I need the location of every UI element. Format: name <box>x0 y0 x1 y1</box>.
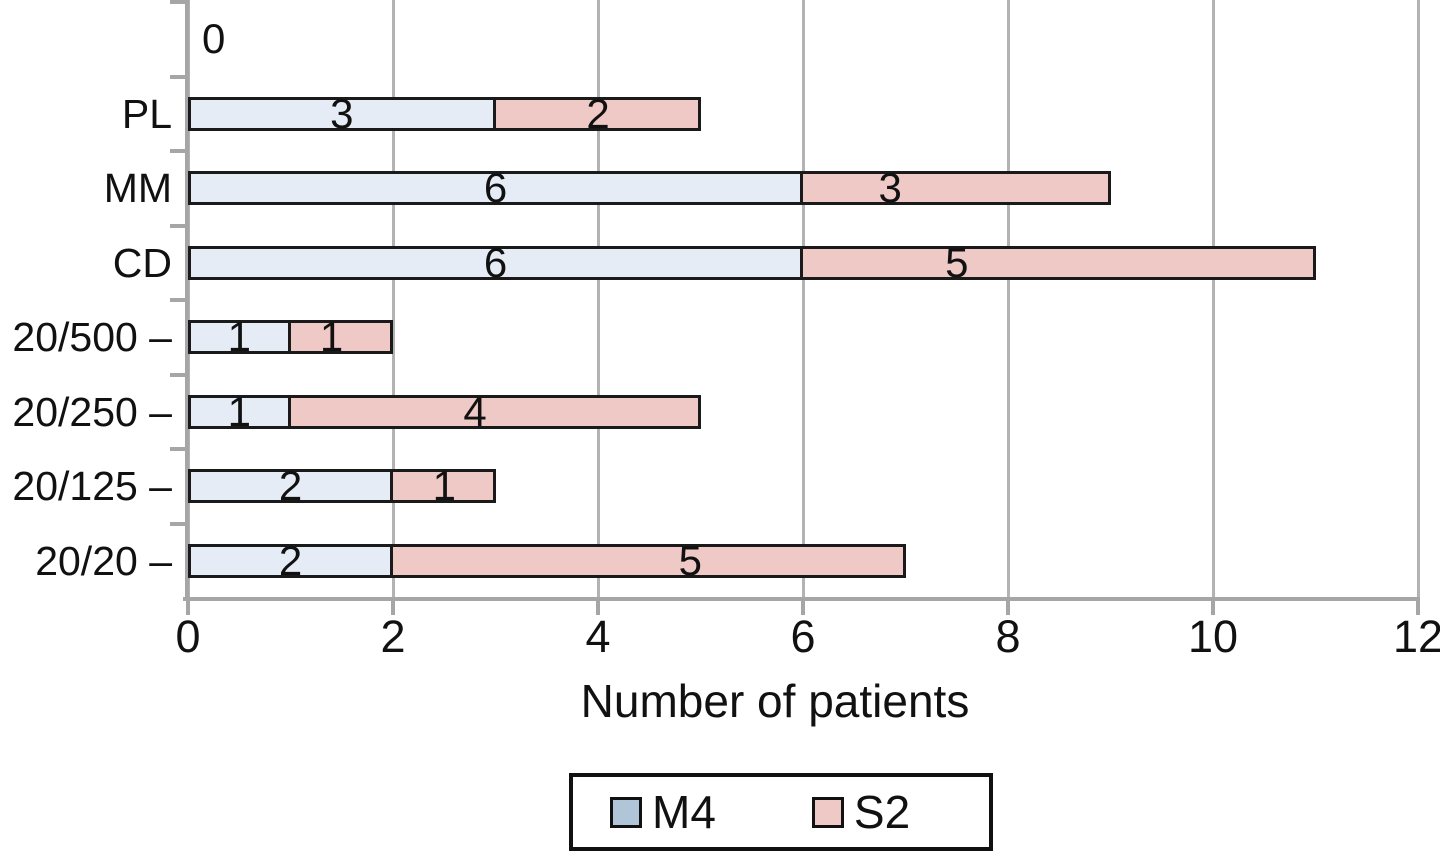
category-label-20/125: 20/125 – <box>12 463 172 510</box>
x-axis-tick-8 <box>1006 597 1010 615</box>
x-axis-tick-4 <box>596 597 600 615</box>
bar-segment-S2-PL <box>492 96 701 131</box>
bar-segment-S2-MM <box>800 171 1111 206</box>
bar-segment-M4-PL <box>188 96 496 131</box>
bar-value-S2-MM: 3 <box>878 164 902 212</box>
bar-value-S2-20/500: 1 <box>319 313 344 361</box>
legend-label-m4: M4 <box>652 786 716 838</box>
y-axis-tick-7 <box>170 521 188 526</box>
legend-item-s2: S2 <box>811 786 911 838</box>
bar-segment-M4-20/20 <box>188 543 393 578</box>
x-axis-line <box>183 597 1420 601</box>
bar-value-M4-MM: 6 <box>483 164 508 212</box>
x-axis-tick-12 <box>1416 597 1420 615</box>
y-axis-tick-5 <box>170 372 188 377</box>
y-axis-tick-2 <box>170 149 188 153</box>
bar-segment-M4-CD <box>188 245 803 280</box>
category-label-CD: CD <box>112 239 172 286</box>
x-tick-label-10: 10 <box>1187 611 1239 662</box>
y-axis-line <box>185 0 189 601</box>
bar-segment-M4-20/500 <box>188 320 291 355</box>
bar-segment-S2-20/500 <box>287 320 393 355</box>
bar-segment-M4-20/250 <box>188 394 291 429</box>
legend-item-m4: M4 <box>610 789 716 835</box>
bar-value-M4-20/250: 1 <box>227 387 251 435</box>
bar-segment-S2-CD <box>800 245 1316 280</box>
bar-value-S2-20/20: 5 <box>678 536 702 584</box>
bar-value-M4-20/500: 1 <box>227 313 251 361</box>
bar-value-zero-row0: 0 <box>201 15 226 63</box>
bar-value-S2-CD: 5 <box>945 238 969 286</box>
gridline-x-6 <box>801 0 805 598</box>
bar-segment-S2-20/20 <box>390 543 906 578</box>
x-axis-tick-6 <box>801 597 805 615</box>
x-tick-label-8: 8 <box>995 611 1021 662</box>
bar-value-M4-20/20: 2 <box>278 536 303 584</box>
x-tick-label-2: 2 <box>380 611 406 662</box>
x-axis-tick-2 <box>391 597 395 615</box>
x-axis-tick-10 <box>1211 597 1215 615</box>
y-axis-tick-1 <box>170 74 188 79</box>
bar-segment-M4-MM <box>188 171 803 206</box>
x-tick-label-4: 4 <box>585 611 611 662</box>
x-tick-label-6: 6 <box>790 611 816 662</box>
legend-swatch-s2-icon <box>811 796 844 828</box>
bar-segment-S2-20/125 <box>390 469 496 504</box>
bar-value-M4-PL: 3 <box>330 89 354 137</box>
y-axis-tick-0 <box>170 0 188 4</box>
y-axis-tick-4 <box>170 298 188 302</box>
y-axis-tick-6 <box>170 447 188 451</box>
gridline-x-12 <box>1416 0 1420 598</box>
legend: M4 S2 <box>569 773 993 851</box>
legend-swatch-m4-icon <box>610 796 642 828</box>
gridline-x-4 <box>596 0 600 598</box>
bar-value-M4-CD: 6 <box>483 238 508 286</box>
y-axis-tick-3 <box>170 223 188 228</box>
bar-value-S2-20/250: 4 <box>463 387 487 435</box>
gridline-x-8 <box>1006 0 1010 598</box>
bar-segment-M4-20/125 <box>188 469 393 504</box>
category-label-MM: MM <box>103 165 172 212</box>
x-tick-label-12: 12 <box>1392 611 1440 662</box>
x-axis-tick-0 <box>186 597 190 615</box>
bar-value-S2-20/125: 1 <box>432 462 456 510</box>
bar-value-M4-20/125: 2 <box>278 462 303 510</box>
gridline-x-10 <box>1211 0 1215 598</box>
category-label-20/20: 20/20 – <box>35 537 172 584</box>
category-label-PL: PL <box>121 90 172 137</box>
bar-segment-S2-20/250 <box>287 394 701 429</box>
category-label-20/500: 20/500 – <box>12 314 172 361</box>
legend-label-s2: S2 <box>853 786 911 838</box>
bar-value-S2-PL: 2 <box>586 89 610 137</box>
category-label-20/250: 20/250 – <box>12 388 172 435</box>
x-axis-title: Number of patients <box>580 675 970 727</box>
x-tick-label-0: 0 <box>175 611 201 662</box>
gridline-x-2 <box>391 0 395 598</box>
